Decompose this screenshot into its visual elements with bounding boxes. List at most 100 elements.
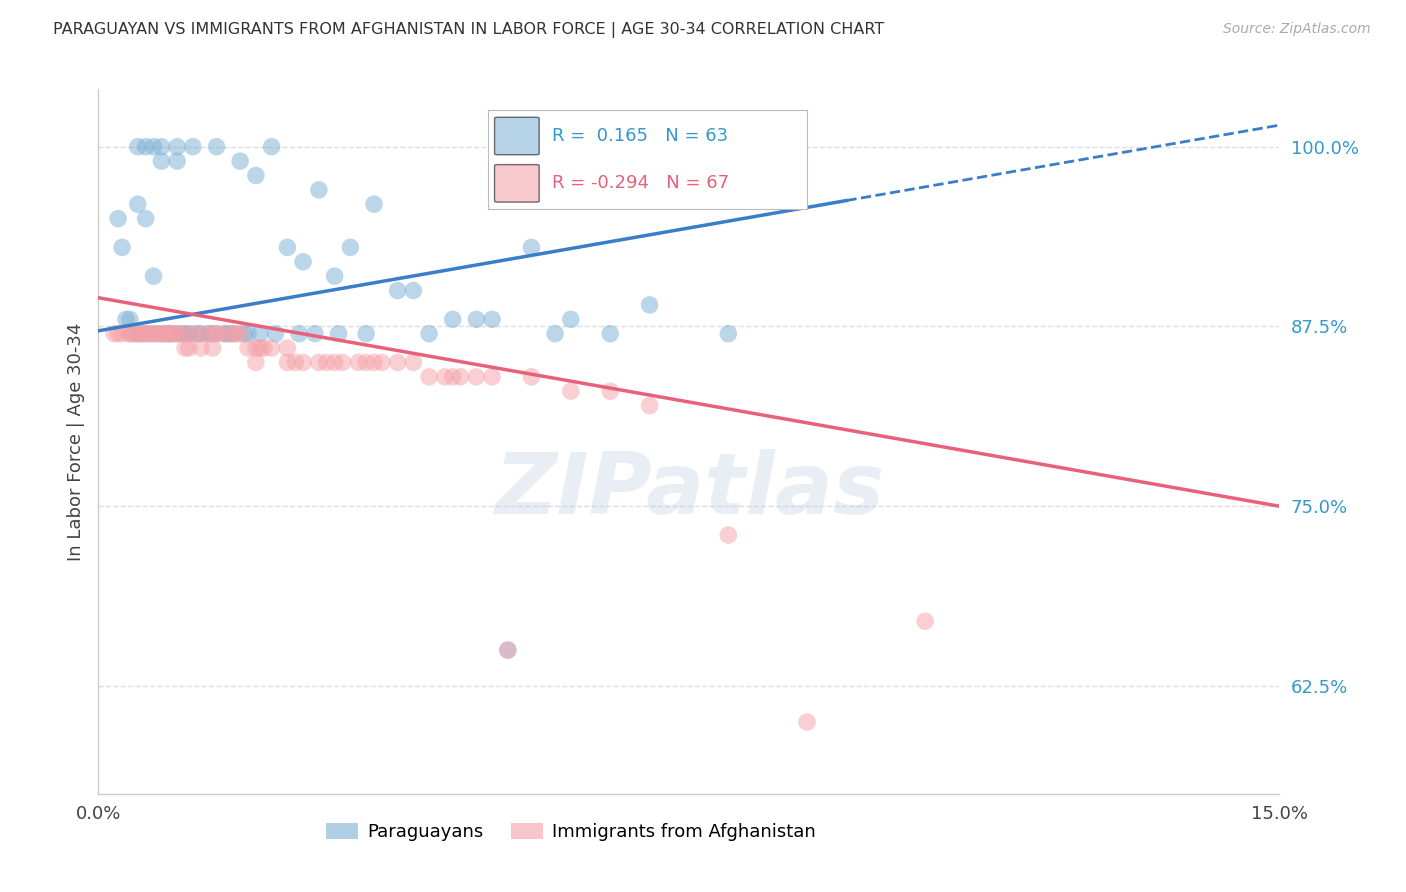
- Point: [111, 240, 134, 254]
- Point: [599, 384, 621, 399]
- Point: [170, 326, 193, 341]
- Point: [717, 528, 740, 542]
- Point: [560, 384, 582, 399]
- Point: [245, 341, 267, 355]
- Point: [221, 326, 243, 341]
- Point: [118, 312, 141, 326]
- Point: [315, 355, 337, 369]
- Point: [127, 139, 149, 153]
- Point: [441, 369, 464, 384]
- Point: [166, 139, 188, 153]
- Point: [332, 355, 354, 369]
- Point: [520, 240, 543, 254]
- Point: [323, 355, 346, 369]
- Y-axis label: In Labor Force | Age 30-34: In Labor Force | Age 30-34: [66, 322, 84, 561]
- Point: [236, 341, 259, 355]
- Point: [276, 240, 298, 254]
- Point: [496, 643, 519, 657]
- Text: Source: ZipAtlas.com: Source: ZipAtlas.com: [1223, 22, 1371, 37]
- Point: [450, 369, 472, 384]
- Point: [387, 355, 409, 369]
- Point: [225, 326, 247, 341]
- Point: [481, 369, 503, 384]
- Point: [253, 341, 276, 355]
- Point: [496, 643, 519, 657]
- Point: [354, 355, 377, 369]
- Point: [166, 154, 188, 169]
- Point: [599, 326, 621, 341]
- Point: [465, 369, 488, 384]
- Point: [328, 326, 350, 341]
- Point: [127, 326, 149, 341]
- Point: [638, 399, 661, 413]
- Point: [157, 326, 180, 341]
- Point: [245, 355, 267, 369]
- Point: [544, 326, 567, 341]
- Point: [308, 183, 330, 197]
- Point: [131, 326, 153, 341]
- Point: [233, 326, 256, 341]
- Point: [197, 326, 219, 341]
- Point: [138, 326, 160, 341]
- Point: [276, 355, 298, 369]
- Point: [260, 139, 283, 153]
- Point: [181, 139, 204, 153]
- Point: [157, 326, 180, 341]
- Point: [127, 326, 149, 341]
- Point: [157, 326, 180, 341]
- Point: [347, 355, 370, 369]
- Point: [402, 284, 425, 298]
- Text: ZIPatlas: ZIPatlas: [494, 450, 884, 533]
- Point: [107, 211, 129, 226]
- Point: [103, 326, 125, 341]
- Point: [245, 169, 267, 183]
- Point: [363, 355, 385, 369]
- Point: [205, 326, 228, 341]
- Point: [177, 326, 200, 341]
- Point: [284, 355, 307, 369]
- Point: [174, 341, 197, 355]
- Point: [221, 326, 243, 341]
- Point: [186, 326, 208, 341]
- Point: [214, 326, 236, 341]
- Point: [433, 369, 456, 384]
- Point: [142, 326, 165, 341]
- Point: [214, 326, 236, 341]
- Point: [150, 154, 173, 169]
- Point: [135, 139, 157, 153]
- Point: [142, 269, 165, 284]
- Point: [914, 615, 936, 629]
- Point: [354, 326, 377, 341]
- Point: [292, 254, 315, 268]
- Point: [520, 369, 543, 384]
- Text: PARAGUAYAN VS IMMIGRANTS FROM AFGHANISTAN IN LABOR FORCE | AGE 30-34 CORRELATION: PARAGUAYAN VS IMMIGRANTS FROM AFGHANISTA…: [53, 22, 884, 38]
- Point: [402, 355, 425, 369]
- Point: [229, 326, 252, 341]
- Point: [190, 341, 212, 355]
- Point: [249, 341, 271, 355]
- Point: [717, 326, 740, 341]
- Point: [217, 326, 239, 341]
- Point: [162, 326, 184, 341]
- Point: [107, 326, 129, 341]
- Point: [146, 326, 169, 341]
- Point: [166, 326, 188, 341]
- Point: [190, 326, 212, 341]
- Point: [135, 326, 157, 341]
- Point: [363, 197, 385, 211]
- Point: [323, 269, 346, 284]
- Point: [201, 341, 224, 355]
- Point: [197, 326, 219, 341]
- Point: [127, 197, 149, 211]
- Point: [292, 355, 315, 369]
- Point: [205, 139, 228, 153]
- Point: [131, 326, 153, 341]
- Point: [118, 326, 141, 341]
- Point: [150, 326, 173, 341]
- Point: [150, 326, 173, 341]
- Point: [371, 355, 394, 369]
- Point: [387, 284, 409, 298]
- Point: [115, 312, 138, 326]
- Point: [122, 326, 145, 341]
- Point: [249, 326, 271, 341]
